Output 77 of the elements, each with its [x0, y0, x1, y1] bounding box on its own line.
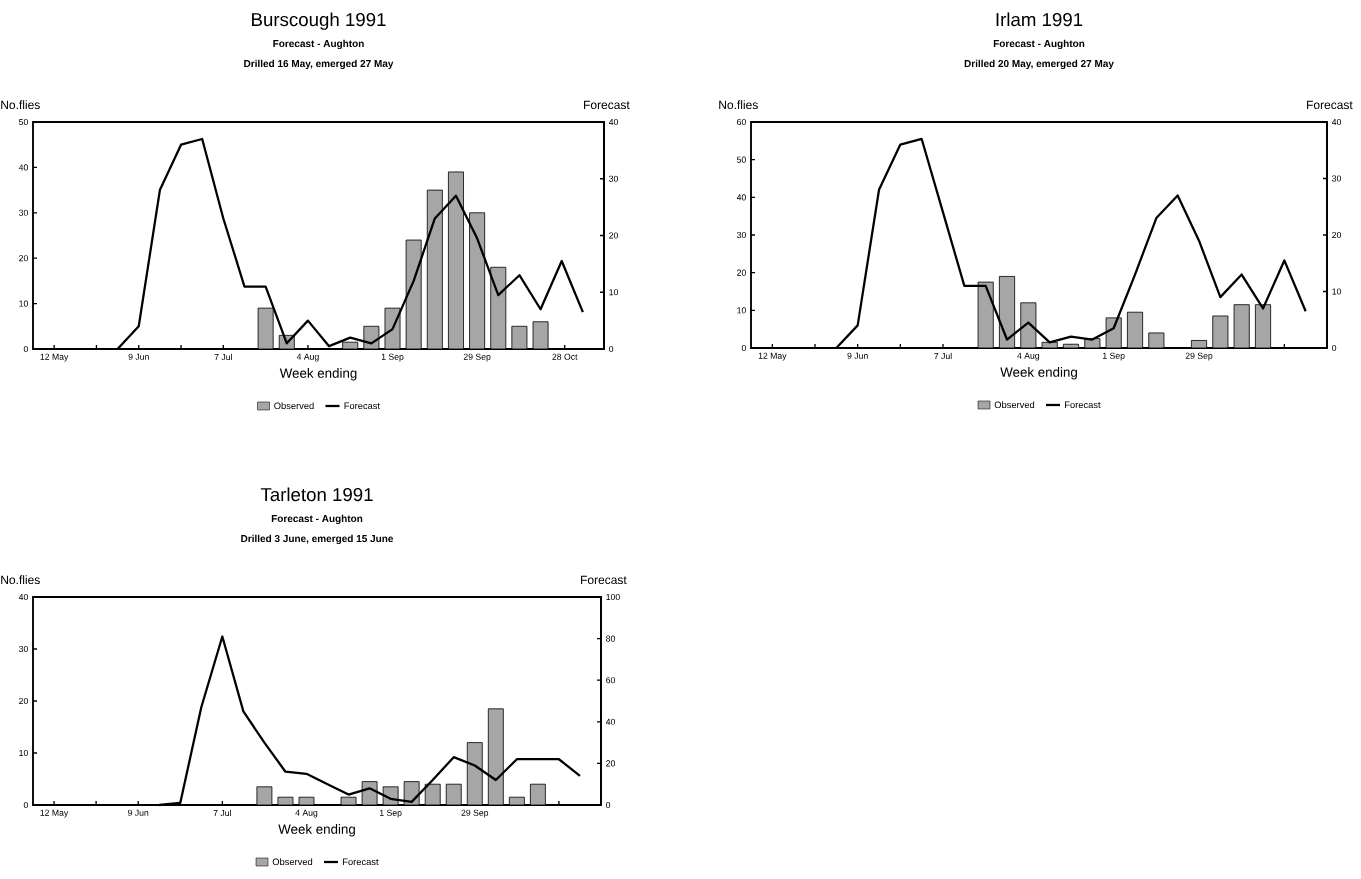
y-tick-label: 0	[23, 801, 28, 809]
y2-tick-label: 40	[605, 718, 616, 725]
y2-tick-label: 80	[606, 635, 616, 642]
y-tick-label: 10	[19, 749, 28, 757]
legend-label: Observed	[272, 858, 313, 866]
x-tick-label: 1 Sep	[379, 809, 402, 818]
legend-label: Observed	[994, 401, 1035, 409]
y2-tick-label: 10	[609, 289, 619, 296]
y2-axis-title: Forecast	[581, 575, 627, 585]
chart-subtitle: Forecast - Aughton	[273, 39, 364, 50]
y2-tick-label: 30	[609, 175, 619, 182]
chart-subtitle: Forecast - Aughton	[993, 39, 1085, 50]
chart-title: Burscough 1991	[252, 12, 386, 30]
y-axis-title: No.flies	[1, 100, 40, 110]
y-tick-label: 40	[18, 164, 28, 171]
x-tick-label: 4 Aug	[295, 809, 318, 818]
y-tick-label: 20	[19, 697, 28, 705]
x-axis-title: Week ending	[279, 368, 357, 381]
x-tick-label: 29 Sep	[461, 809, 489, 818]
y2-tick-label: 60	[606, 677, 616, 684]
legend-label: Forecast	[1065, 401, 1101, 409]
legend-label: Forecast	[343, 858, 379, 866]
y2-tick-label: 20	[1332, 231, 1342, 239]
y2-tick-label: 100	[606, 593, 620, 601]
y2-tick-label: 0	[606, 801, 611, 809]
y2-tick-label: 20	[609, 232, 619, 239]
y-tick-label: 60	[737, 118, 746, 126]
chart-subtitle: Forecast - Aughton	[271, 514, 363, 525]
legend-label: Observed	[274, 402, 314, 410]
y-tick-label: 20	[19, 255, 28, 262]
y-tick-label: 0	[741, 344, 746, 352]
text: Drilled 16 May, emerged 27 May	[244, 59, 394, 70]
x-axis-title: Week ending	[1000, 367, 1077, 380]
text: Drilled 20 May, emerged 27 May	[964, 59, 1114, 70]
y2-tick-label: 0	[609, 345, 614, 353]
y-tick-label: 50	[737, 156, 746, 163]
y2-tick-label: 40	[608, 118, 619, 126]
y-tick-label: 30	[18, 645, 28, 653]
y2-tick-label: 0	[1332, 344, 1337, 352]
y-tick-label: 30	[18, 209, 28, 216]
x-tick-label: 7 Jul	[213, 809, 231, 817]
legend-label: Forecast	[344, 402, 381, 410]
y-tick-label: 40	[18, 593, 28, 601]
x-tick-label: 9 Jun	[847, 352, 868, 359]
y-axis-title: No.flies	[719, 100, 758, 110]
x-tick-label: 12 May	[758, 352, 787, 361]
y-tick-label: 40	[736, 194, 746, 201]
y-tick-label: 10	[737, 307, 746, 314]
y2-axis-title: Forecast	[1307, 100, 1353, 110]
text: Drilled 3 June, emerged 15 June	[241, 534, 394, 545]
x-tick-label: 9 Jun	[128, 353, 149, 360]
x-tick-label: 29 Sep	[463, 353, 491, 362]
x-tick-label: 7 Jul	[214, 353, 232, 361]
y-tick-label: 20	[737, 269, 746, 276]
x-axis-title: Week ending	[278, 824, 355, 837]
x-tick-label: 28 Oct	[552, 353, 578, 360]
x-tick-label: 1 Sep	[381, 353, 404, 362]
y2-axis-title: Forecast	[584, 100, 630, 110]
x-tick-label: 12 May	[40, 353, 69, 362]
y2-tick-label: 30	[1332, 175, 1342, 182]
y-tick-label: 50	[19, 118, 28, 126]
y-tick-label: 30	[736, 231, 746, 239]
y-axis-title: No.flies	[1, 575, 40, 585]
x-tick-label: 4 Aug	[296, 353, 319, 362]
x-tick-label: 12 May	[40, 809, 69, 818]
y2-tick-label: 20	[606, 760, 616, 767]
chart-title: Tarleton 1991	[260, 487, 373, 502]
x-tick-label: 9 Jun	[127, 809, 149, 816]
x-tick-label: 4 Aug	[1017, 352, 1040, 361]
y2-tick-label: 10	[1332, 288, 1342, 295]
x-tick-label: 29 Sep	[1185, 352, 1213, 361]
y-tick-label: 10	[19, 300, 28, 307]
x-tick-label: 7 Jul	[934, 352, 952, 360]
chart-title: Irlam 1991	[996, 12, 1083, 27]
x-tick-label: 1 Sep	[1103, 352, 1125, 361]
y2-tick-label: 40	[1331, 118, 1342, 126]
y-tick-label: 0	[23, 345, 28, 353]
